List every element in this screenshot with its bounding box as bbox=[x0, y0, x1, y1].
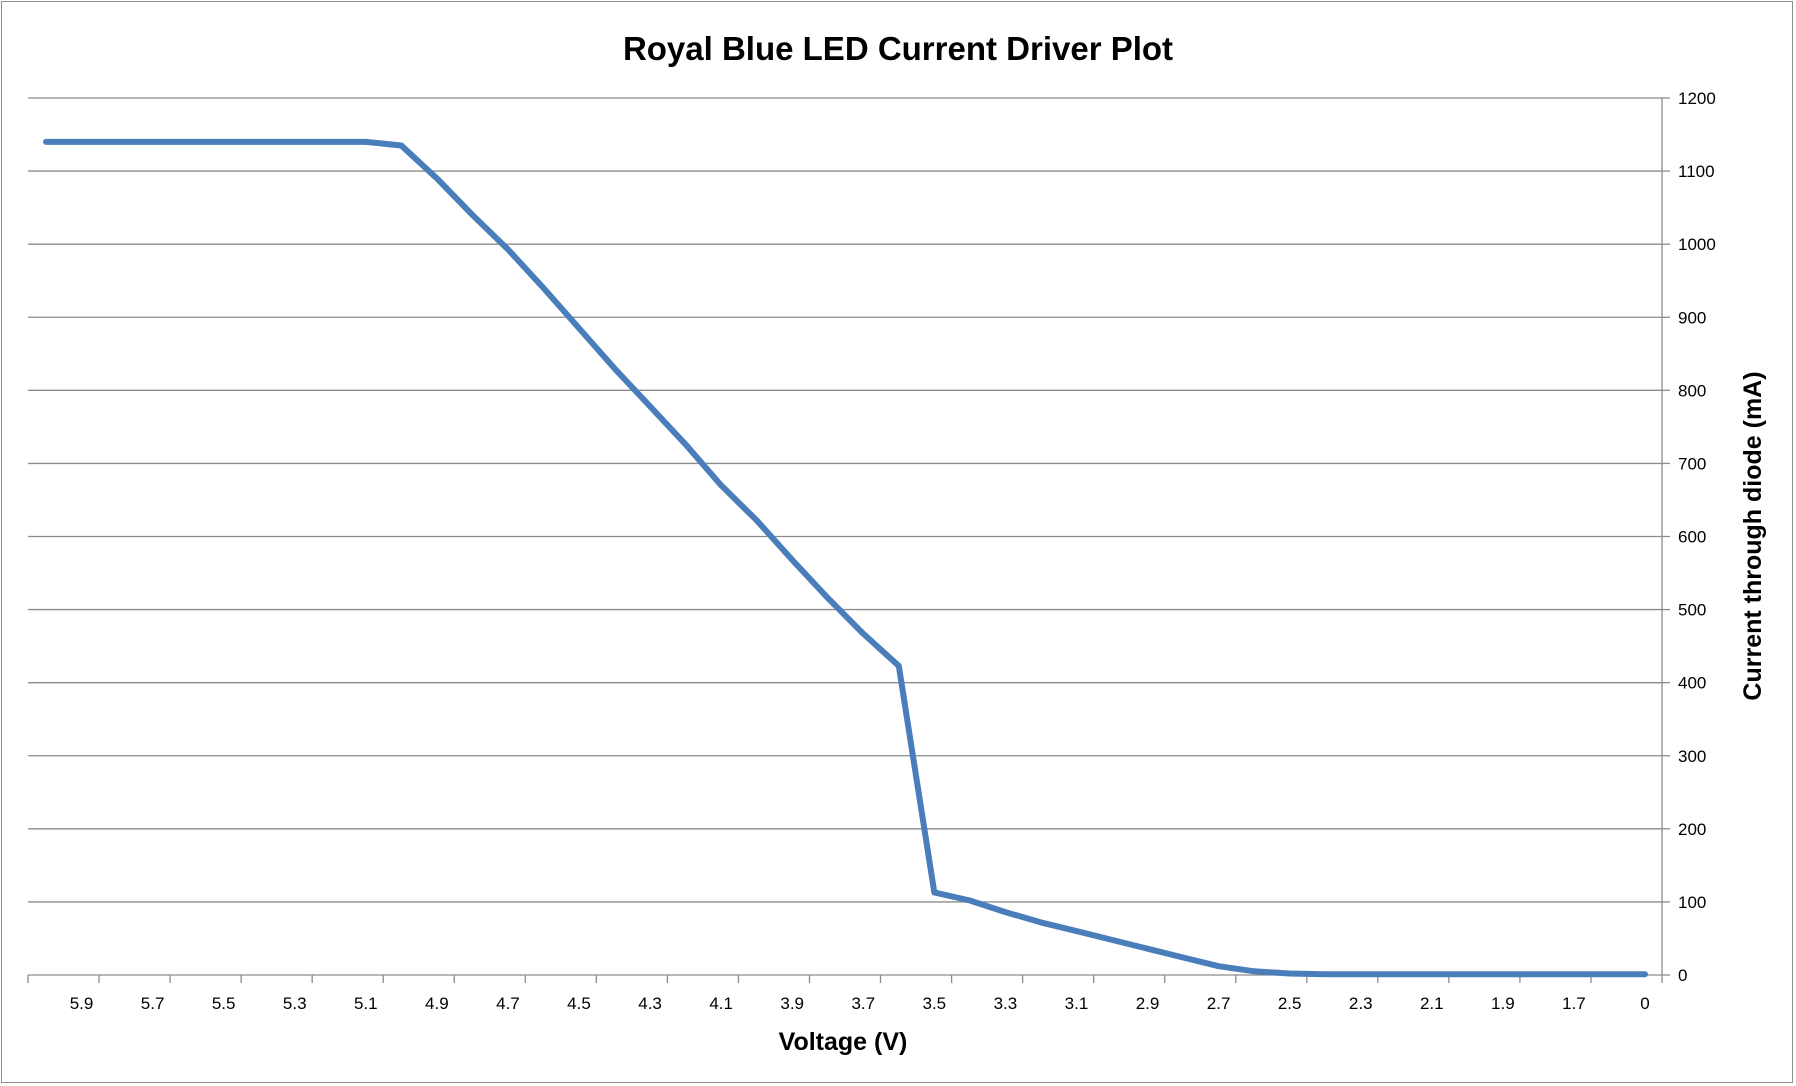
x-tick-label: 4.1 bbox=[709, 994, 733, 1013]
y-tick-label: 800 bbox=[1678, 381, 1706, 400]
x-tick-label: 2.9 bbox=[1136, 994, 1160, 1013]
y-tick-label: 100 bbox=[1678, 893, 1706, 912]
axes: 0 100 200 300 400 500 600 700 800 900 1000 1100 1200… bbox=[27, 89, 1716, 1013]
x-tick-label: 3.7 bbox=[851, 994, 875, 1013]
x-tick-label: 5.7 bbox=[141, 994, 165, 1013]
y-tick-label: 1100 bbox=[1678, 162, 1715, 181]
y-tick-label: 1200 bbox=[1678, 89, 1716, 108]
x-tick-label: 3.5 bbox=[923, 994, 947, 1013]
chart-title: Royal Blue LED Current Driver Plot bbox=[623, 30, 1173, 67]
y-tick-label: 1000 bbox=[1678, 235, 1716, 254]
x-tick-label: 3.1 bbox=[1065, 994, 1089, 1013]
x-axis-title: Voltage (V) bbox=[779, 1028, 908, 1056]
x-tick-label: 5.3 bbox=[283, 994, 307, 1013]
x-tick-label: 1.9 bbox=[1491, 994, 1515, 1013]
x-tick-label: 4.5 bbox=[567, 994, 591, 1013]
x-tick-label: 0 bbox=[1640, 994, 1649, 1013]
x-tick-label: 2.3 bbox=[1349, 994, 1373, 1013]
gridlines bbox=[28, 97, 1662, 903]
x-tick-label: 4.9 bbox=[425, 994, 449, 1013]
x-tick-label: 2.5 bbox=[1278, 994, 1302, 1013]
x-tick-label: 2.7 bbox=[1207, 994, 1231, 1013]
series-line bbox=[43, 138, 1648, 978]
y-tick-label: 200 bbox=[1678, 820, 1706, 839]
x-tick-label: 5.5 bbox=[212, 994, 236, 1013]
y-tick-label: 0 bbox=[1678, 966, 1687, 985]
x-tick-label: 5.1 bbox=[354, 994, 378, 1013]
y-axis-title: Current through diode (mA) bbox=[1739, 371, 1767, 700]
x-tick-label: 3.3 bbox=[994, 994, 1018, 1013]
y-tick-label: 700 bbox=[1678, 454, 1706, 473]
y-tick-label: 400 bbox=[1678, 674, 1706, 693]
y-tick-label: 300 bbox=[1678, 747, 1706, 766]
x-tick-label: 4.3 bbox=[638, 994, 662, 1013]
series-layer bbox=[43, 138, 1648, 978]
x-tick-label: 1.7 bbox=[1562, 994, 1586, 1013]
x-tick-label: 4.7 bbox=[496, 994, 520, 1013]
x-tick-label: 2.1 bbox=[1420, 994, 1444, 1013]
y-tick-label: 600 bbox=[1678, 528, 1706, 547]
x-tick-label: 3.9 bbox=[780, 994, 804, 1013]
x-tick-label: 5.9 bbox=[70, 994, 94, 1013]
y-tick-label: 900 bbox=[1678, 308, 1706, 327]
y-tick-label: 500 bbox=[1678, 601, 1706, 620]
